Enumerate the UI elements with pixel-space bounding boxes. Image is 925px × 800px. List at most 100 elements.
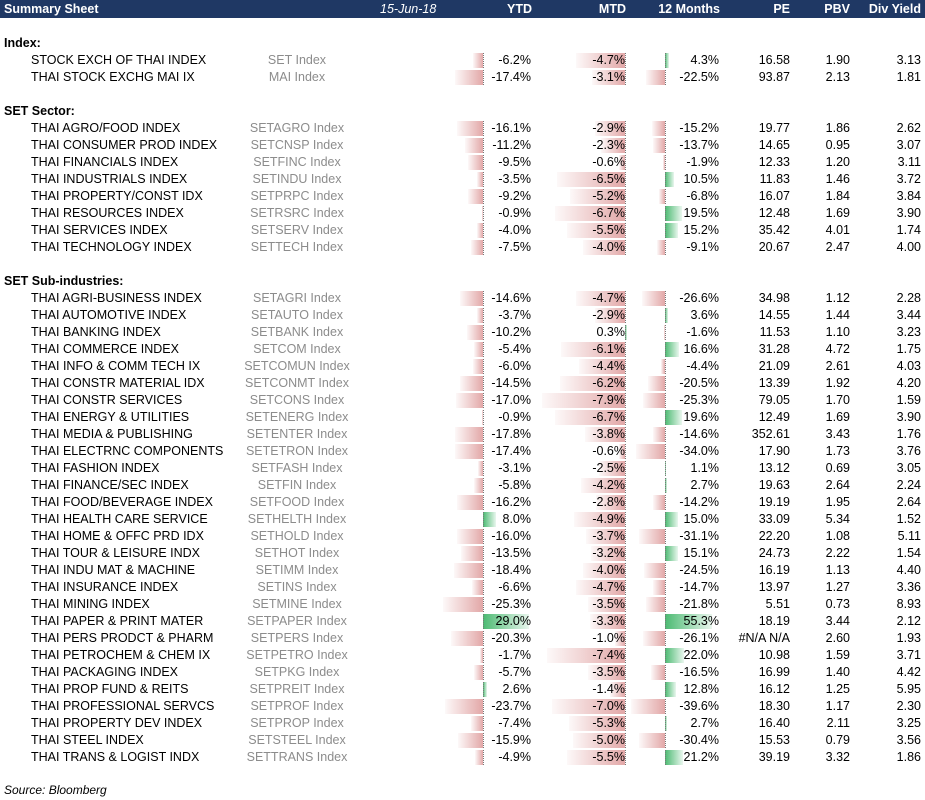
table-row: THAI PERS PRODCT & PHARM SETPERS Index -20… xyxy=(0,630,925,647)
mtd-databar xyxy=(598,461,625,476)
table-row: THAI TRANS & LOGIST INDX SETTRANS Index -4… xyxy=(0,749,925,766)
ytd-databar xyxy=(468,189,483,204)
mtd-cell: -4.9% xyxy=(533,511,627,528)
ytd-axis-line xyxy=(483,138,484,153)
mtd-databar xyxy=(586,529,625,544)
mtd-axis-line xyxy=(625,563,626,578)
m12-value: -26.1% xyxy=(679,631,719,645)
mtd-axis-line xyxy=(625,206,626,221)
pbv-value: 1.90 xyxy=(825,53,850,67)
ticker: SETINS Index xyxy=(257,580,337,594)
ytd-cell: -3.5% xyxy=(440,171,533,188)
ticker: SETFIN Index xyxy=(257,478,337,492)
ytd-cell: -0.9% xyxy=(440,205,533,222)
ytd-cell: -5.7% xyxy=(440,664,533,681)
m12-cell: 10.5% xyxy=(627,171,721,188)
ytd-databar xyxy=(461,546,483,561)
ytd-cell: 29.0% xyxy=(440,613,533,630)
m12-axis-line xyxy=(665,291,666,306)
ytd-databar xyxy=(473,359,483,374)
table-row: THAI ELECTRNC COMPONENTS SETETRON Index -1… xyxy=(0,443,925,460)
mtd-cell: -2.9% xyxy=(533,120,627,137)
ticker: SETINDU Index xyxy=(252,172,342,186)
m12-axis-line xyxy=(665,172,666,187)
ytd-value: -0.9% xyxy=(498,206,531,220)
ytd-value: -4.0% xyxy=(498,223,531,237)
m12-value: -34.0% xyxy=(679,444,719,458)
index-name: THAI INDUSTRIALS INDEX xyxy=(31,172,188,186)
mtd-value: -4.9% xyxy=(592,512,625,526)
div-yield-value: 4.40 xyxy=(896,563,921,577)
ytd-value: -16.0% xyxy=(491,529,531,543)
mtd-value: -4.4% xyxy=(592,359,625,373)
mtd-value: -6.2% xyxy=(592,376,625,390)
mtd-axis-line xyxy=(625,359,626,374)
m12-axis-line xyxy=(665,121,666,136)
m12-cell: 21.2% xyxy=(627,749,721,766)
m12-value: 2.7% xyxy=(690,478,720,492)
div-yield-value: 2.64 xyxy=(896,495,921,509)
div-yield-value: 3.84 xyxy=(896,189,921,203)
ytd-databar xyxy=(480,648,483,663)
table-row: THAI PAPER & PRINT MATER SETPAPER Index 29… xyxy=(0,613,925,630)
ytd-databar xyxy=(481,410,483,425)
m12-axis-line xyxy=(665,444,666,459)
pbv-value: 5.34 xyxy=(825,512,850,526)
col-header-12m: 12 Months xyxy=(658,2,720,16)
table-row: THAI PROP FUND & REITS SETPREIT Index 2.6%… xyxy=(0,681,925,698)
div-yield-value: 5.11 xyxy=(897,529,921,543)
m12-axis-line xyxy=(665,682,666,697)
index-name: THAI MINING INDEX xyxy=(31,597,150,611)
ytd-cell: 8.0% xyxy=(440,511,533,528)
ytd-cell: -15.9% xyxy=(440,732,533,749)
ticker: SETPETRO Index xyxy=(246,648,348,662)
ticker: SETSTEEL Index xyxy=(248,733,346,747)
m12-cell: -14.2% xyxy=(627,494,721,511)
ytd-axis-line xyxy=(483,648,484,663)
mtd-databar xyxy=(578,359,625,374)
mtd-axis-line xyxy=(625,444,626,459)
ticker: SETENTER Index xyxy=(246,427,348,441)
m12-value: -9.1% xyxy=(686,240,719,254)
ticker: SETPRPC Index xyxy=(250,189,344,203)
index-name: THAI SERVICES INDEX xyxy=(31,223,168,237)
m12-databar xyxy=(661,359,665,374)
m12-value: 10.5% xyxy=(683,172,719,186)
ticker: SETFINC Index xyxy=(253,155,341,169)
ytd-cell: -5.4% xyxy=(440,341,533,358)
m12-databar xyxy=(638,529,665,544)
table-row: STOCK EXCH OF THAI INDEX SET Index -6.2% -4… xyxy=(0,52,925,69)
m12-cell: 16.6% xyxy=(627,341,721,358)
ytd-cell: -7.4% xyxy=(440,715,533,732)
mtd-axis-line xyxy=(625,648,626,663)
mtd-databar xyxy=(585,427,625,442)
ticker: SETFOOD Index xyxy=(249,495,345,509)
ytd-axis-line xyxy=(483,121,484,136)
mtd-axis-line xyxy=(625,410,626,425)
m12-value: -22.5% xyxy=(679,70,719,84)
ytd-axis-line xyxy=(483,716,484,731)
m12-axis-line xyxy=(665,240,666,255)
ticker: SET Index xyxy=(267,53,327,67)
mtd-cell: -4.2% xyxy=(533,477,627,494)
mtd-value: -5.5% xyxy=(592,223,625,237)
m12-value: -4.4% xyxy=(686,359,719,373)
ytd-cell: -16.2% xyxy=(440,494,533,511)
table-row: THAI CONSUMER PROD INDEX SETCNSP Index -11… xyxy=(0,137,925,154)
pe-value: 12.49 xyxy=(758,410,790,424)
pbv-value: 1.27 xyxy=(825,580,850,594)
m12-cell: 2.7% xyxy=(627,477,721,494)
ytd-cell: -17.8% xyxy=(440,426,533,443)
ticker: SETCONMT Index xyxy=(245,376,349,390)
m12-axis-line xyxy=(665,376,666,391)
mtd-value: -5.5% xyxy=(592,750,625,764)
pe-value: 13.12 xyxy=(758,461,790,475)
pbv-value: 1.46 xyxy=(825,172,850,186)
ytd-cell: -6.0% xyxy=(440,358,533,375)
ytd-axis-line xyxy=(483,393,484,408)
mtd-databar xyxy=(569,716,625,731)
table-row: THAI CONSTR MATERIAL IDX SETCONMT Index -1… xyxy=(0,375,925,392)
ytd-axis-line xyxy=(483,580,484,595)
ytd-value: -7.4% xyxy=(498,716,531,730)
mtd-axis-line xyxy=(625,223,626,238)
